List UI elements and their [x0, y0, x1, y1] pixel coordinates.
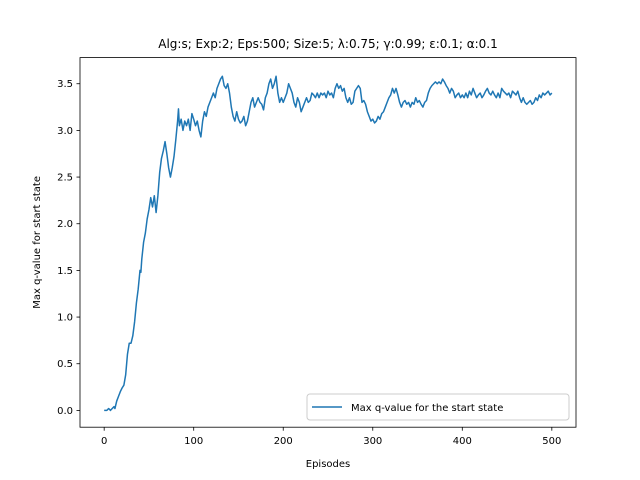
y-tick-label: 3.0: [57, 126, 73, 137]
y-tick-label: 2.5: [57, 173, 73, 184]
x-tick-label: 500: [542, 436, 561, 447]
x-tick-label: 200: [274, 436, 293, 447]
y-tick-label: 0.0: [57, 406, 73, 417]
y-tick-label: 1.5: [57, 266, 73, 277]
axes-spines: [79, 57, 577, 428]
plot-area: [80, 57, 576, 428]
x-tick-label: 0: [101, 436, 107, 447]
y-tick-label: 3.5: [57, 79, 73, 90]
y-axis-label: Max q-value for start state: [32, 176, 43, 309]
chart-title: Alg:s; Exp:2; Eps:500; Size:5; λ:0.75; γ…: [158, 37, 498, 51]
plot-background: [80, 57, 576, 428]
legend-entry-label: Max q-value for the start state: [351, 403, 503, 414]
x-axis-ticks: 0 100 200 300 400 500: [101, 427, 561, 447]
x-tick-label: 400: [453, 436, 472, 447]
axes-frame: [79, 57, 577, 428]
y-tick-label: 2.0: [57, 219, 73, 230]
legend: Max q-value for the start state: [306, 393, 570, 421]
y-tick-label: 0.5: [57, 359, 73, 370]
legend-box: [306, 393, 570, 421]
x-tick-label: 300: [363, 436, 382, 447]
y-axis-ticks: 0.0 0.5 1.0 1.5 2.0 2.5 3.0 3.5: [57, 79, 80, 417]
series-line: [104, 75, 553, 412]
x-tick-label: 100: [184, 436, 203, 447]
x-axis-label: Episodes: [306, 459, 350, 470]
series-layer: [104, 75, 553, 412]
y-tick-label: 1.0: [57, 313, 73, 324]
